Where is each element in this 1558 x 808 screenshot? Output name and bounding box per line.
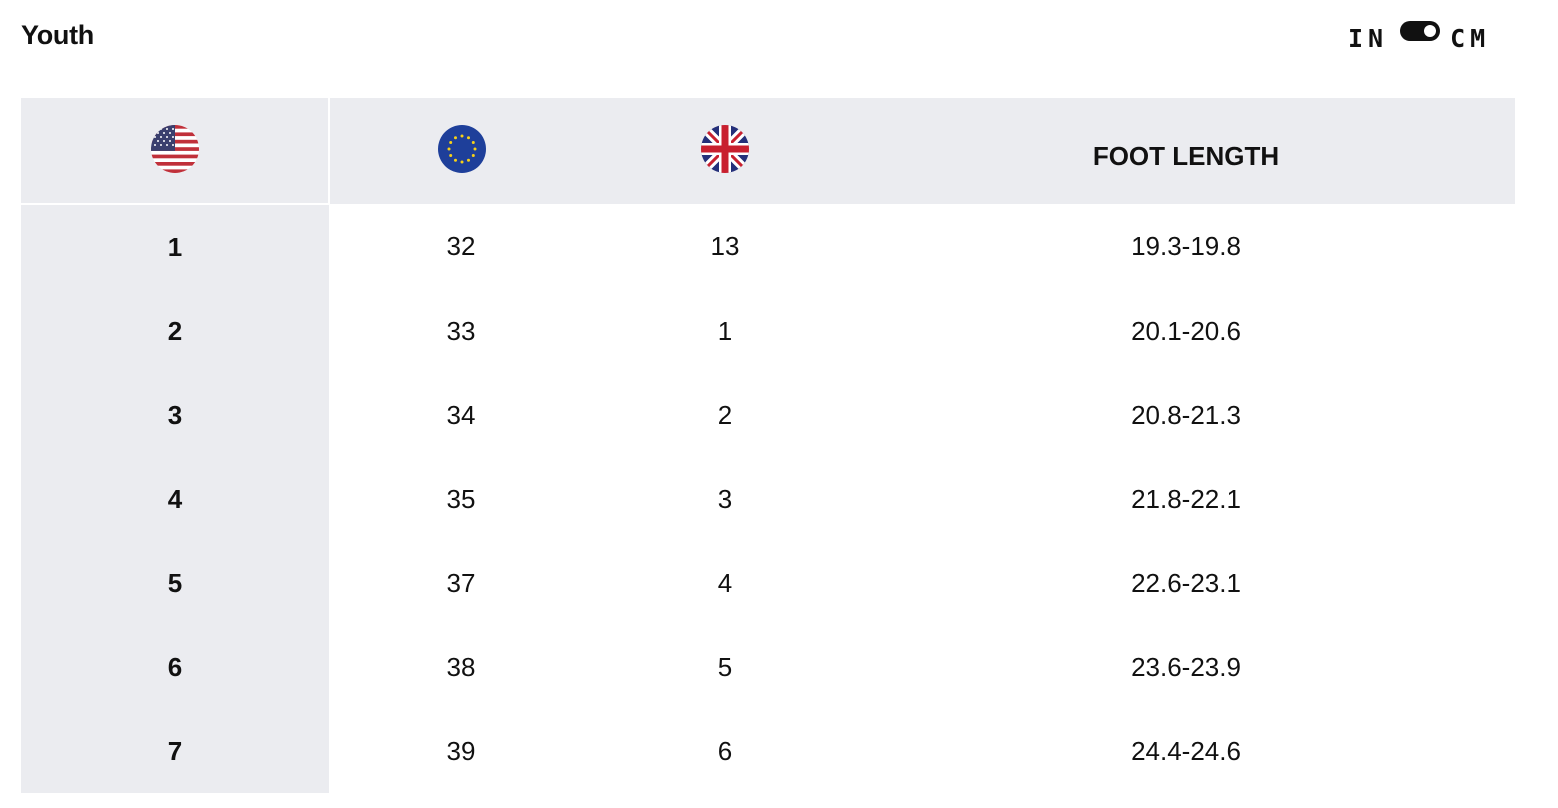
eu-size-cell: 35 (446, 483, 476, 514)
table-row: 1 32 13 19.3-19.8 (21, 204, 1515, 289)
table-row: 4 35 3 21.8-22.1 (21, 457, 1515, 541)
eu-size-cell: 33 (446, 315, 476, 346)
table-row: 2 33 1 20.1-20.6 (21, 289, 1515, 373)
us-size-cell: 1 (21, 204, 329, 289)
foot-length-cell: 21.8-22.1 (1131, 483, 1241, 514)
eu-size-cell: 34 (446, 399, 476, 430)
us-size-cell: 7 (21, 709, 329, 793)
uk-size-cell: 5 (717, 651, 733, 682)
uk-flag-icon (701, 125, 749, 173)
uk-size-cell: 13 (710, 231, 740, 261)
unit-label-cm[interactable]: CM (1450, 23, 1491, 53)
size-chart-title: Youth (21, 20, 94, 50)
unit-switch[interactable] (1400, 21, 1441, 41)
eu-size-cell: 39 (446, 735, 476, 766)
table-row: 3 34 2 20.8-21.3 (21, 373, 1515, 457)
unit-toggle: IN CM (1348, 20, 1490, 56)
us-size-cell: 3 (21, 373, 329, 457)
table-row: 6 38 5 23.6-23.9 (21, 625, 1515, 709)
column-header-uk (593, 98, 857, 204)
foot-length-cell: 24.4-24.6 (1131, 735, 1241, 766)
eu-flag-icon (437, 125, 486, 173)
us-flag-icon (150, 124, 199, 173)
us-size-cell: 2 (21, 289, 329, 373)
us-size-cell: 6 (21, 625, 329, 709)
foot-length-cell: 23.6-23.9 (1131, 651, 1241, 682)
table-row: 5 37 4 22.6-23.1 (21, 541, 1515, 625)
foot-length-cell: 19.3-19.8 (1131, 231, 1241, 261)
uk-size-cell: 6 (717, 735, 733, 766)
column-header-us (21, 98, 330, 205)
size-table: FOOT LENGTH 1 32 13 19.3-19.8 2 33 1 20.… (21, 98, 1515, 793)
us-size-cell: 5 (21, 541, 329, 625)
switch-knob (1424, 25, 1437, 37)
unit-label-in[interactable]: IN (1348, 23, 1389, 53)
foot-length-cell: 20.1-20.6 (1131, 315, 1241, 346)
uk-size-cell: 2 (717, 399, 733, 430)
uk-size-cell: 1 (717, 315, 733, 346)
eu-size-cell: 37 (446, 567, 476, 598)
table-header-row: FOOT LENGTH (21, 98, 1515, 205)
eu-size-cell: 32 (446, 231, 476, 261)
table-row: 7 39 6 24.4-24.6 (21, 709, 1515, 793)
eu-size-cell: 38 (446, 651, 476, 682)
uk-size-cell: 4 (717, 567, 733, 598)
column-header-foot-length: FOOT LENGTH (857, 98, 1515, 204)
foot-length-cell: 20.8-21.3 (1131, 399, 1241, 430)
uk-size-cell: 3 (717, 483, 733, 514)
us-size-cell: 4 (21, 457, 329, 541)
foot-length-cell: 22.6-23.1 (1131, 567, 1241, 598)
column-header-eu (329, 98, 593, 204)
